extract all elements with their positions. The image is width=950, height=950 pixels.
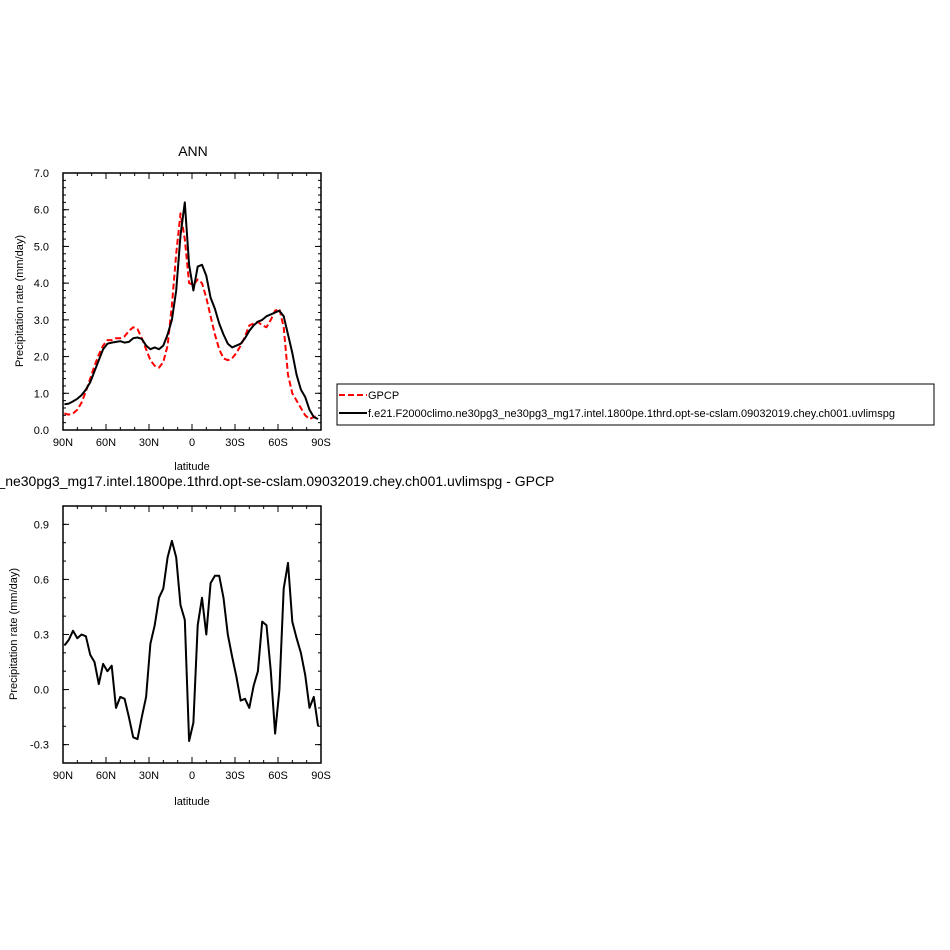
bottom-y-tick-label: 0.3 [34,630,49,642]
bottom-series-layer [63,539,320,742]
top-y-tick-label: 2.0 [34,352,49,364]
top-y-tick-label: 6.0 [34,205,49,217]
top-x-tick-label: 60N [96,437,116,449]
bottom-y-tick-label: 0.0 [34,685,49,697]
bottom-y-axis-label: Precipitation rate (mm/day) [8,568,20,700]
bottom-chart-title: f.e21.F2000climo.ne30pg3_ne30pg3_mg17.in… [0,473,554,489]
top-x-tick-label: 60S [268,437,288,449]
bottom-series-line-0 [63,539,320,742]
legend-entry-model: f.e21.F2000climo.ne30pg3_ne30pg3_mg17.in… [368,408,895,420]
top-y-tick-label: 3.0 [34,315,49,327]
bottom-x-tick-label: 90N [53,770,73,782]
top-plot-frame [62,172,322,431]
top-y-tick-label: 1.0 [34,388,49,400]
annual-mean-panel: ANN 90N 60N 30N 0 30S 60S 90S 0.0 1.0 2.0 3.0 4.0 5.… [14,143,331,473]
legend-entry-gpcp: GPCP [368,390,399,402]
top-x-tick-label: 0 [189,437,195,449]
top-y-tick-label: 5.0 [34,241,49,253]
bottom-x-tick-label: 30N [139,770,159,782]
bottom-x-tick-label: 0 [189,770,195,782]
top-series-line-1 [64,201,319,420]
top-y-axis-label: Precipitation rate (mm/day) [14,235,26,367]
bottom-y-tick-label: 0.9 [34,519,49,531]
top-x-tick-label: 90N [53,437,73,449]
top-x-tick-label: 30N [139,437,159,449]
top-series-layer [64,201,319,420]
top-y-tick-label: 7.0 [34,168,49,180]
top-chart-title: ANN [178,143,208,159]
bottom-x-tick-label: 60N [96,770,116,782]
top-x-tick-label: 90S [311,437,331,449]
top-y-tick-label: 0.0 [34,425,49,437]
bottom-y-tick-label: 0.6 [34,574,49,586]
top-axis-ticks: 90N 60N 30N 0 30S 60S 90S 0.0 1.0 2.0 3.0 4.0 5.0 6.0… [34,168,331,449]
bottom-x-tick-label: 60S [268,770,288,782]
difference-panel: f.e21.F2000climo.ne30pg3_ne30pg3_mg17.in… [0,473,554,808]
bottom-x-tick-label: 90S [311,770,331,782]
top-x-axis-label: latitude [174,461,209,473]
legend-box [336,383,935,426]
top-x-tick-label: 30S [225,437,245,449]
bottom-x-axis-label: latitude [174,796,209,808]
top-y-tick-label: 4.0 [34,278,49,290]
top-series-line-0 [64,212,319,420]
legend: GPCP f.e21.F2000climo.ne30pg3_ne30pg3_mg… [336,383,935,426]
bottom-y-tick-label: -0.3 [30,740,49,752]
bottom-axis-ticks: 90N 60N 30N 0 30S 60S 90S -0.3 0.0 0.3 0.6 0.9 [30,505,331,782]
bottom-x-tick-label: 30S [225,770,245,782]
